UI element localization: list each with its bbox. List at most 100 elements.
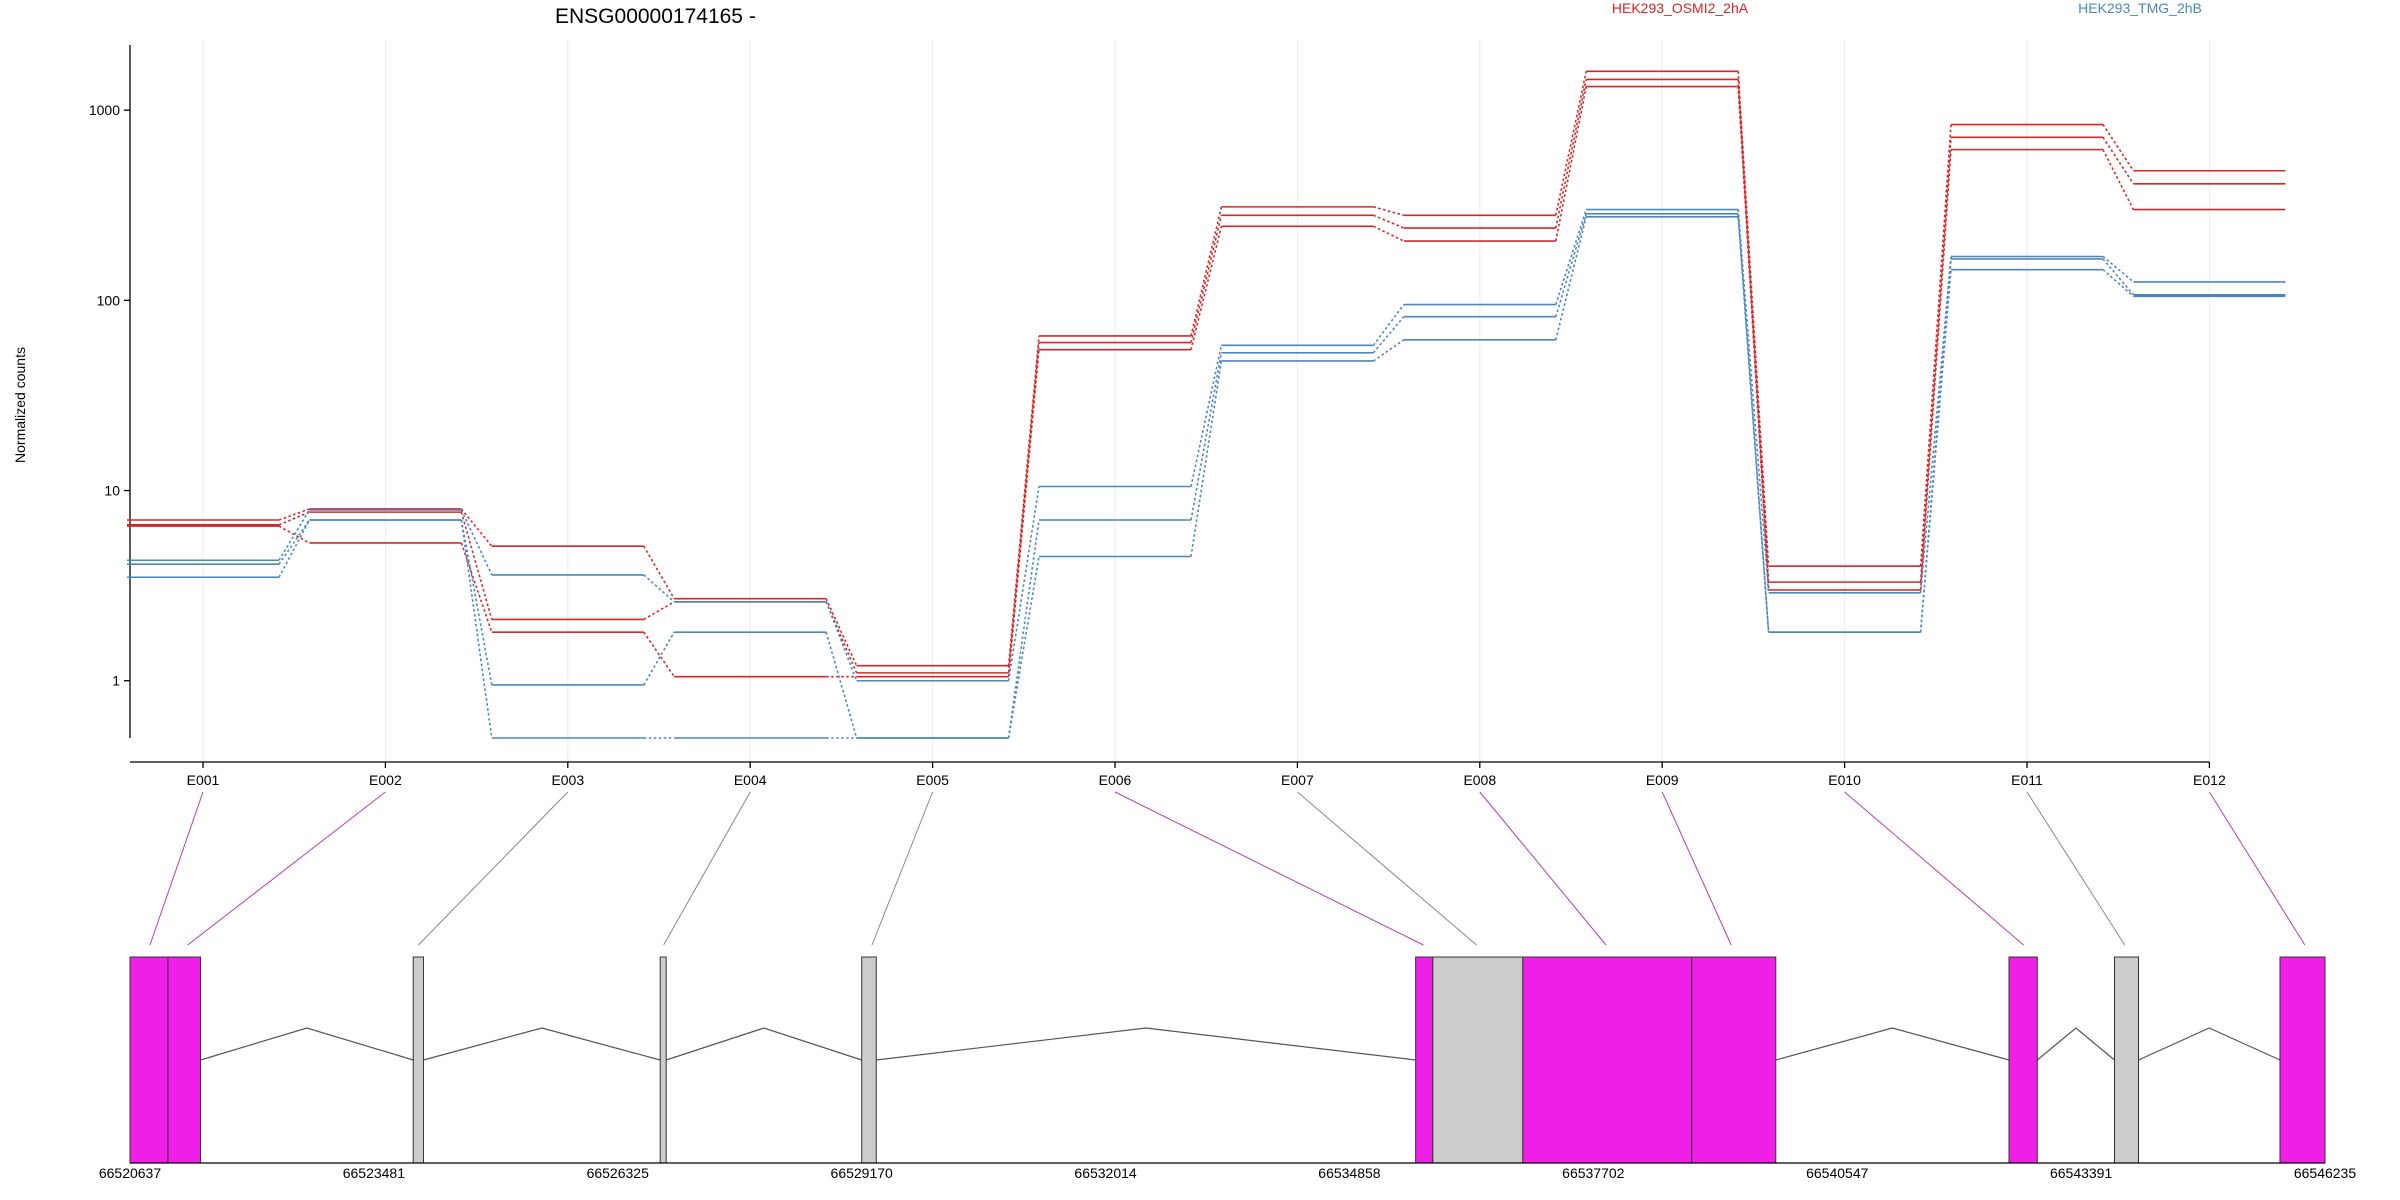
genomic-tick-label: 66523481 <box>343 1165 406 1181</box>
bin-connector <box>1844 791 2024 946</box>
data-connector <box>1737 86 1770 591</box>
exon-block <box>412 956 425 1164</box>
data-connector <box>1007 556 1040 739</box>
legend-entry-osmi2: HEK293_OSMI2_2hA <box>1612 0 1749 16</box>
data-connector <box>278 519 311 565</box>
bin-connector <box>1114 791 1424 946</box>
data-connector <box>1737 216 1770 633</box>
bin-connector <box>1297 791 1477 946</box>
intron <box>200 1027 414 1061</box>
legend-entry-tmg: HEK293_TMG_2hB <box>2078 0 2202 16</box>
data-connector <box>460 511 493 620</box>
data-connector <box>1737 209 1770 593</box>
data-connector <box>2102 255 2134 283</box>
data-connector <box>278 511 310 526</box>
series-osmi2 <box>127 70 2286 678</box>
data-connector <box>1555 71 1587 216</box>
data-connector <box>1372 339 1405 362</box>
data-connector <box>825 631 858 739</box>
exon-block <box>2113 956 2139 1164</box>
data-connector <box>1190 206 1223 337</box>
data-connector <box>1190 360 1223 557</box>
bin-connector <box>663 791 751 946</box>
bin-connector <box>2026 791 2126 946</box>
data-connector <box>1190 352 1223 521</box>
data-connector <box>460 542 493 633</box>
exon-block <box>861 956 877 1164</box>
y-tick-label: 1 <box>112 673 120 689</box>
data-connector <box>1007 519 1040 739</box>
x-tick-label: E002 <box>369 772 402 788</box>
genomic-tick-label: 66537702 <box>1562 1165 1625 1181</box>
genomic-tick-label: 66529170 <box>831 1165 894 1181</box>
x-tick-label: E007 <box>1281 772 1314 788</box>
exon-block <box>1432 956 1524 1164</box>
data-connector <box>825 601 858 682</box>
genomic-tick-label: 66543391 <box>2050 1165 2113 1181</box>
intron <box>1775 1027 2010 1061</box>
intron <box>666 1027 862 1061</box>
x-tick-label: E006 <box>1099 772 1132 788</box>
exon-block <box>1522 956 1693 1164</box>
data-connector <box>460 519 493 739</box>
intron <box>876 1027 1416 1061</box>
data-connector <box>1555 86 1587 242</box>
x-tick-label: E003 <box>551 772 584 788</box>
genomic-tick-label: 66534858 <box>1318 1165 1381 1181</box>
data-connector <box>643 631 675 678</box>
exon-block <box>659 956 667 1164</box>
data-connector <box>460 509 493 576</box>
data-connector <box>460 508 493 547</box>
y-tick-label: 100 <box>97 292 121 308</box>
bin-connector <box>2208 791 2306 946</box>
y-tick-label: 1000 <box>89 102 120 118</box>
intron <box>2138 1027 2281 1061</box>
data-connector <box>2102 149 2135 210</box>
genomic-tick-label: 66520637 <box>99 1165 162 1181</box>
data-connector <box>2102 124 2135 172</box>
bin-connector <box>187 791 386 946</box>
genomic-tick-label: 66546235 <box>2294 1165 2357 1181</box>
x-tick-label: E004 <box>734 772 767 788</box>
bin-connectors <box>149 791 2306 946</box>
data-connector <box>1373 206 1405 217</box>
data-connector <box>1919 124 1952 567</box>
data-connector <box>2102 258 2135 296</box>
series-tmg <box>127 208 2286 739</box>
data-connector <box>643 601 675 621</box>
data-connector <box>278 525 310 544</box>
series-layer <box>127 70 2286 739</box>
data-connector <box>643 574 675 603</box>
bin-connector <box>871 791 934 946</box>
intron <box>2036 1027 2115 1061</box>
exon-block <box>1415 956 1434 1164</box>
bin-connector <box>1661 791 1732 946</box>
data-connector <box>1919 137 1952 583</box>
data-connector <box>1373 214 1405 229</box>
y-axis: 1 10 100 1000 <box>89 45 131 738</box>
data-connector <box>2102 269 2134 297</box>
bin-connector <box>1479 791 1607 946</box>
x-tick-label: E010 <box>1828 772 1861 788</box>
data-connector <box>1372 316 1405 354</box>
data-connector <box>1919 149 1952 591</box>
exon-block <box>2008 956 2038 1164</box>
data-connector <box>1373 225 1405 242</box>
exon-block <box>129 956 169 1164</box>
exon-block <box>167 956 202 1164</box>
x-tick-label: E008 <box>1463 772 1496 788</box>
data-connector <box>460 519 493 686</box>
exon-block <box>1691 956 1777 1164</box>
data-connector <box>1555 213 1587 317</box>
y-axis-label: Normalized counts <box>12 347 28 463</box>
data-connector <box>1555 216 1587 341</box>
data-connector <box>1190 215 1223 343</box>
x-tick-label: E005 <box>916 772 949 788</box>
genomic-tick-label: 66540547 <box>1806 1165 1869 1181</box>
data-connector <box>1919 269 1952 633</box>
x-tick-label: E012 <box>2193 772 2226 788</box>
intron <box>423 1027 661 1061</box>
exon-block <box>2279 956 2326 1164</box>
gene-model <box>129 956 2326 1164</box>
